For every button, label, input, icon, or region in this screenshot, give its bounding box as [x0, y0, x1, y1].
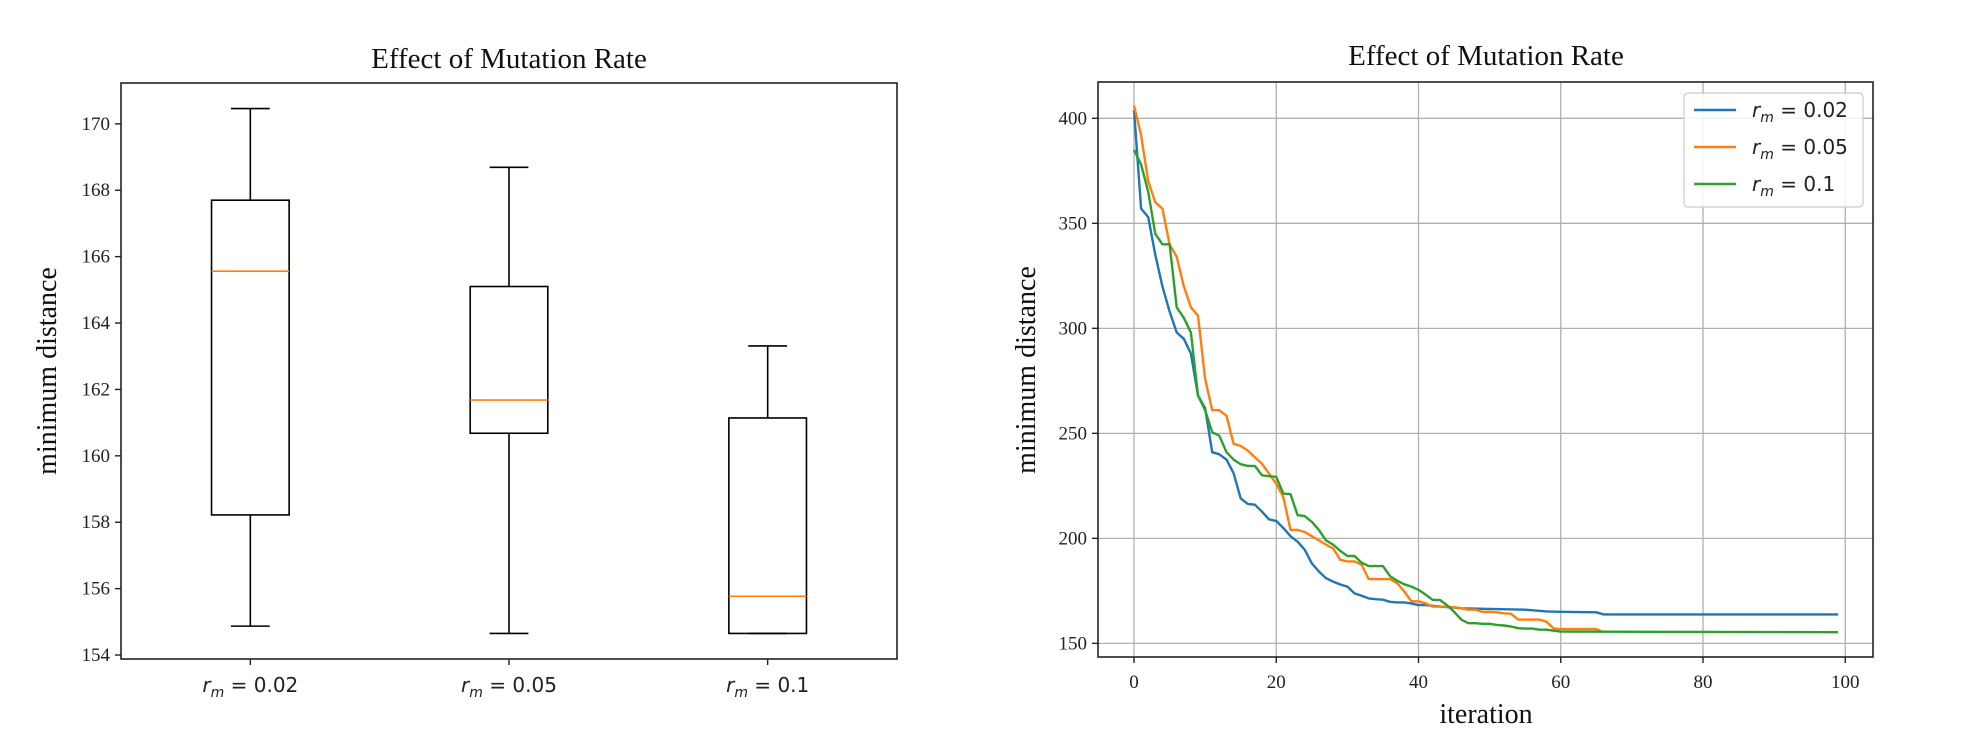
x-tick-label: 100	[1831, 672, 1860, 693]
y-tick-label: 166	[82, 247, 111, 268]
box-3	[728, 345, 808, 635]
y-tick-label: 164	[82, 313, 111, 334]
label-equals: =	[224, 673, 253, 697]
label-subscript: m	[1760, 147, 1774, 163]
label-equals: =	[748, 673, 777, 697]
line-chart-axes-frame	[1097, 81, 1874, 658]
label-equals: =	[483, 673, 512, 697]
label-value: 0.05	[512, 673, 557, 697]
boxplot-y-axis-label: minimum distance	[32, 267, 63, 475]
y-tick-label: 300	[1059, 318, 1088, 339]
series-line-3	[1132, 149, 1839, 634]
label-variable: r	[202, 673, 212, 697]
label-value: 0.1	[777, 673, 809, 697]
boxplot-boxes	[210, 107, 808, 635]
y-tick-label: 250	[1059, 423, 1088, 444]
label-value: 0.05	[1803, 135, 1848, 159]
legend-entry: rm = 0.05	[1694, 135, 1848, 163]
label-equals: =	[1774, 135, 1803, 159]
line-chart-series	[1132, 105, 1839, 634]
line-chart-x-axis-label: iteration	[1439, 699, 1532, 730]
x-tick-label: rm = 0.02	[202, 673, 298, 701]
x-tick-label: rm = 0.05	[461, 673, 557, 701]
label-subscript: m	[734, 685, 748, 701]
boxplot-y-ticks: 154 156 158 160 162 164 166 168 170	[82, 114, 121, 666]
boxplot-chart: Effect of Mutation Rate minimum distance…	[32, 43, 898, 701]
box-2	[469, 166, 549, 635]
label-subscript: m	[211, 685, 225, 701]
series-line-2	[1132, 105, 1604, 634]
label-variable: r	[1752, 172, 1762, 196]
legend-box	[1683, 92, 1864, 208]
boxplot-x-ticks: rm = 0.02 rm = 0.05 rm = 0.1	[202, 659, 809, 701]
iqr-box	[728, 417, 808, 635]
y-tick-label: 158	[82, 512, 111, 533]
legend-label: rm = 0.02	[1752, 98, 1848, 126]
line-chart-title: Effect of Mutation Rate	[1348, 40, 1624, 72]
line-chart-ticks: 0 20 40 60 80 100 150 200 250 300 350 400	[1059, 108, 1860, 693]
label-subscript: m	[1760, 110, 1774, 126]
label-variable: r	[461, 673, 471, 697]
iqr-box	[469, 285, 549, 435]
label-subscript: m	[1760, 184, 1774, 200]
legend-entry: rm = 0.1	[1694, 172, 1835, 200]
line-chart: Effect of Mutation Rate minimum distance…	[1011, 40, 1874, 730]
x-tick-label: 80	[1694, 672, 1713, 693]
label-value: 0.02	[1803, 98, 1848, 122]
y-tick-label: 160	[82, 446, 111, 467]
label-variable: r	[726, 673, 736, 697]
iqr-box	[210, 199, 290, 516]
y-tick-label: 170	[82, 114, 111, 135]
label-value: 0.1	[1803, 172, 1835, 196]
box-1	[210, 107, 290, 627]
label-equals: =	[1774, 172, 1803, 196]
x-tick-label: 40	[1409, 672, 1428, 693]
label-variable: r	[1752, 98, 1762, 122]
label-equals: =	[1774, 98, 1803, 122]
boxplot-axes-frame	[120, 82, 898, 660]
y-tick-label: 162	[82, 379, 111, 400]
legend-label: rm = 0.1	[1752, 172, 1835, 200]
boxplot-title: Effect of Mutation Rate	[371, 43, 647, 75]
y-tick-label: 156	[82, 579, 111, 600]
label-subscript: m	[469, 685, 483, 701]
legend-label: rm = 0.05	[1752, 135, 1848, 163]
y-tick-label: 200	[1059, 528, 1088, 549]
label-value: 0.02	[254, 673, 299, 697]
y-tick-label: 154	[82, 645, 111, 666]
x-tick-label: 60	[1551, 672, 1570, 693]
x-tick-label: rm = 0.1	[726, 673, 809, 701]
line-chart-y-axis-label: minimum distance	[1011, 266, 1042, 474]
legend-entry: rm = 0.02	[1694, 98, 1848, 126]
y-tick-label: 168	[82, 180, 111, 201]
y-tick-label: 150	[1059, 633, 1088, 654]
y-tick-label: 400	[1059, 108, 1088, 129]
x-tick-label: 20	[1267, 672, 1286, 693]
y-tick-label: 350	[1059, 213, 1088, 234]
x-tick-label: 0	[1129, 672, 1139, 693]
label-variable: r	[1752, 135, 1762, 159]
